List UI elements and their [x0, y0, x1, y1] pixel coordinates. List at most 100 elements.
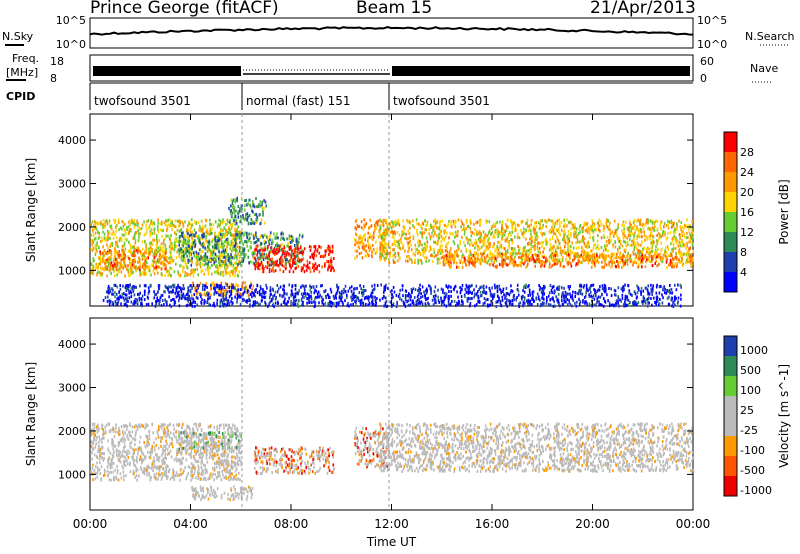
- data-cell: [313, 269, 315, 273]
- data-cell: [241, 260, 243, 264]
- data-cell: [211, 272, 213, 276]
- data-cell: [282, 236, 284, 240]
- data-cell: [330, 290, 333, 294]
- data-cell: [207, 292, 210, 296]
- data-cell: [660, 235, 662, 239]
- data-cell: [207, 258, 209, 262]
- data-cell: [274, 251, 276, 254]
- data-cell: [286, 257, 288, 261]
- data-cell: [157, 228, 159, 232]
- data-cell: [169, 251, 172, 255]
- data-cell: [254, 261, 257, 265]
- data-cell: [186, 254, 188, 258]
- data-cell: [358, 252, 361, 256]
- data-cell: [191, 304, 194, 308]
- data-cell: [308, 261, 311, 265]
- data-cell: [315, 295, 317, 299]
- data-cell: [623, 227, 625, 231]
- data-cell: [215, 265, 217, 269]
- data-cell: [213, 237, 216, 241]
- data-cell: [603, 297, 605, 301]
- data-cell: [479, 262, 482, 266]
- data-cell: [292, 260, 294, 264]
- data-cell: [444, 261, 447, 265]
- data-cell: [561, 256, 564, 260]
- data-cell: [425, 244, 427, 248]
- data-cell: [117, 270, 120, 274]
- data-cell: [226, 248, 228, 252]
- data-cell: [444, 229, 446, 233]
- data-cell: [406, 241, 409, 245]
- data-cell: [528, 229, 530, 233]
- data-cell: [534, 232, 536, 235]
- data-cell: [235, 288, 237, 292]
- data-cell: [494, 249, 496, 253]
- data-cell: [391, 289, 393, 293]
- data-cell: [144, 249, 147, 253]
- data-cell: [235, 268, 238, 272]
- data-cell: [235, 221, 238, 225]
- data-cell: [624, 220, 627, 224]
- data-cell: [523, 247, 525, 251]
- data-cell: [105, 267, 107, 271]
- data-cell: [393, 253, 395, 257]
- data-cell: [115, 265, 117, 269]
- data-cell: [368, 226, 371, 230]
- data-cell: [646, 258, 648, 262]
- data-cell: [387, 229, 390, 233]
- data-cell: [443, 223, 446, 227]
- data-cell: [675, 264, 677, 267]
- data-cell: [656, 233, 658, 237]
- data-cell: [237, 212, 239, 216]
- data-cell: [122, 220, 124, 224]
- data-cell: [468, 263, 470, 267]
- data-cell: [686, 253, 689, 257]
- data-cell: [575, 263, 577, 267]
- data-cell: [250, 260, 252, 264]
- data-cell: [598, 218, 601, 222]
- data-cell: [327, 268, 329, 272]
- data-cell: [495, 247, 497, 251]
- data-cell: [238, 209, 241, 213]
- data-cell: [611, 262, 613, 266]
- data-cell: [500, 244, 503, 247]
- data-cell: [622, 220, 625, 224]
- data-cell: [356, 254, 358, 258]
- data-cell: [229, 274, 231, 278]
- data-cell: [513, 247, 516, 251]
- data-cell: [669, 258, 672, 262]
- data-cell: [280, 243, 282, 247]
- data-cell: [255, 220, 258, 224]
- data-cell: [215, 257, 217, 261]
- data-cell: [224, 282, 227, 285]
- data-cell: [176, 219, 179, 223]
- data-cell: [470, 221, 472, 225]
- data-cell: [621, 265, 623, 269]
- data-cell: [265, 204, 267, 208]
- data-cell: [107, 250, 109, 254]
- data-cell: [402, 232, 404, 236]
- data-cell: [556, 262, 558, 266]
- data-cell: [301, 251, 304, 255]
- data-cell: [92, 264, 95, 268]
- data-cell: [622, 254, 624, 258]
- data-cell: [246, 244, 248, 248]
- data-cell: [418, 258, 421, 262]
- data-cell: [454, 235, 456, 239]
- data-cell: [206, 265, 209, 269]
- data-cell: [518, 224, 520, 227]
- data-cell: [426, 220, 429, 224]
- data-cell: [684, 243, 686, 247]
- data-cell: [166, 269, 169, 273]
- data-cell: [667, 254, 670, 258]
- data-cell: [569, 257, 571, 261]
- data-cell: [286, 237, 288, 241]
- data-cell: [287, 252, 290, 256]
- data-cell: [443, 263, 446, 267]
- data-cell: [252, 300, 255, 304]
- data-cell: [292, 236, 294, 240]
- data-cell: [367, 231, 369, 235]
- data-cell: [159, 249, 161, 253]
- data-cell: [443, 231, 446, 235]
- data-cell: [171, 247, 174, 251]
